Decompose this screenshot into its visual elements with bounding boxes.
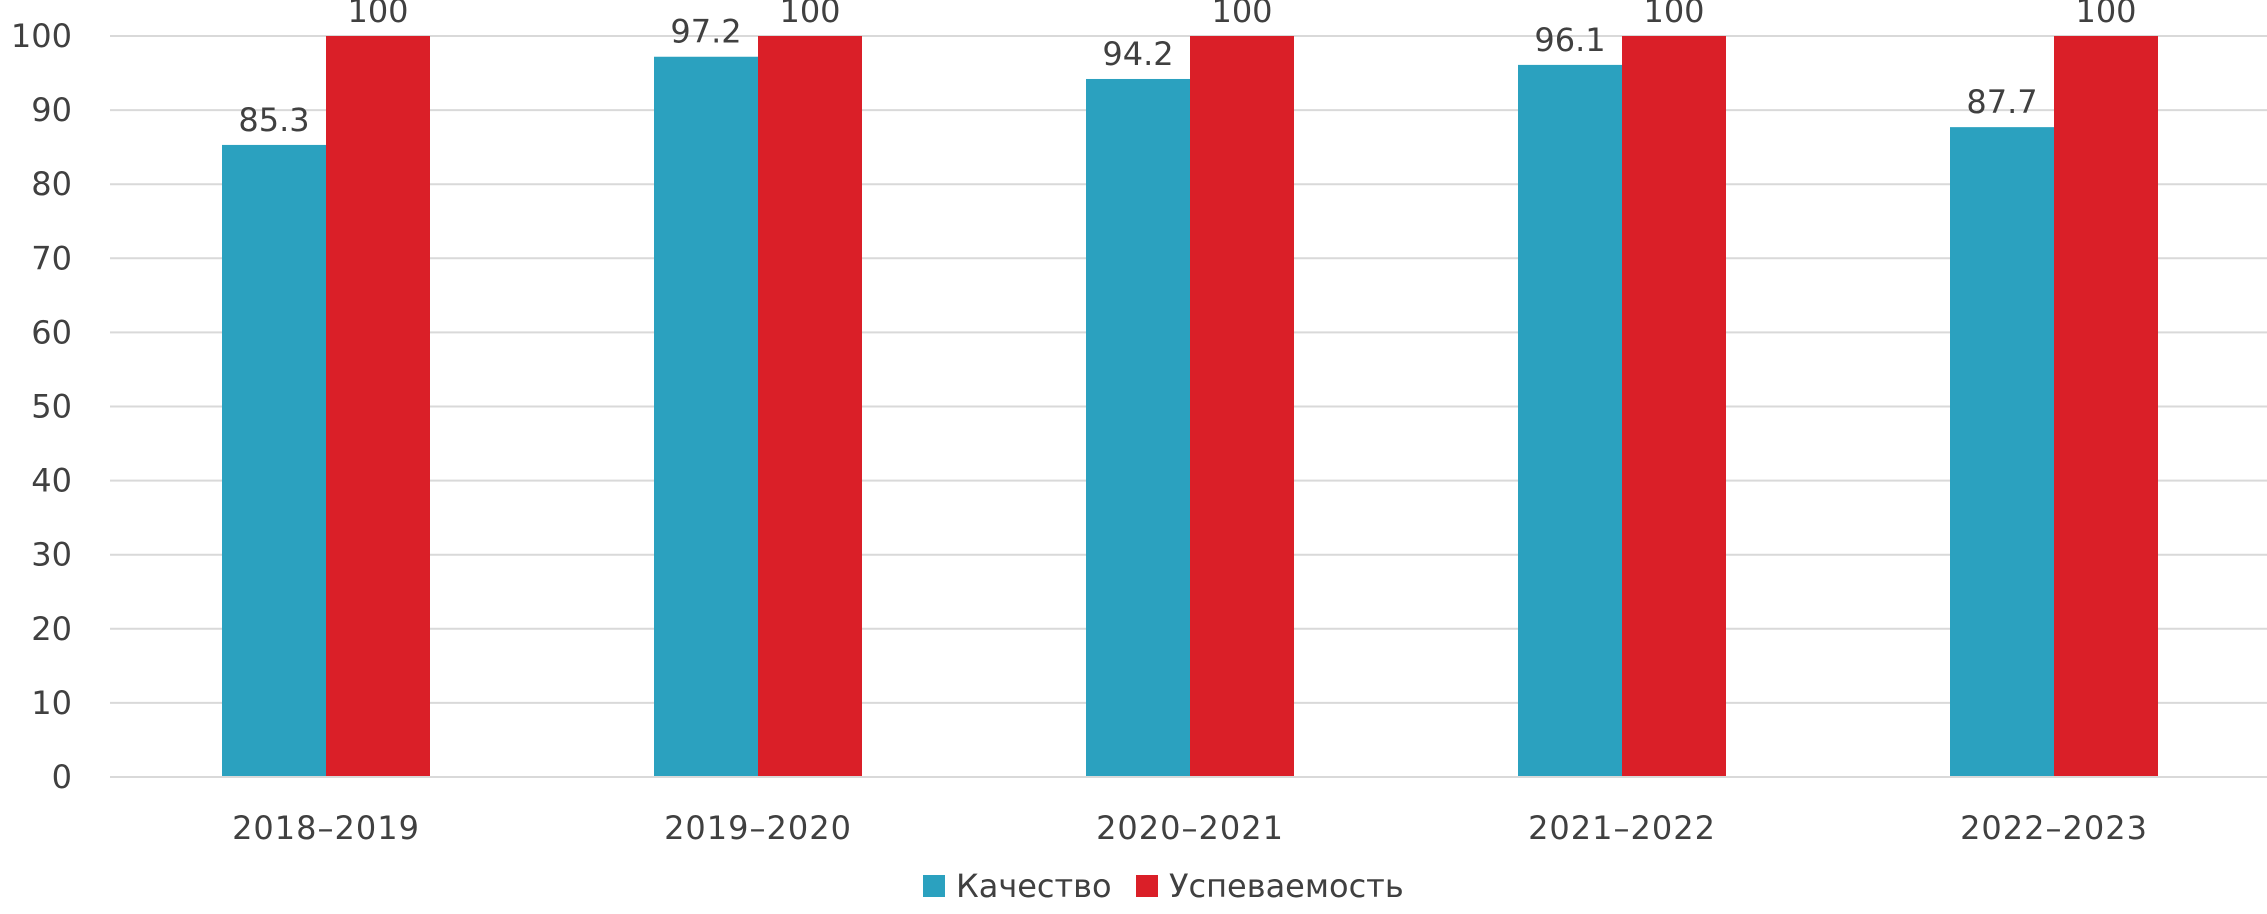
x-tick-label: 2022–2023 — [1960, 809, 2148, 847]
data-label: 100 — [1643, 0, 1704, 30]
bar-quality — [1518, 64, 1622, 778]
y-tick-label: 100 — [11, 17, 72, 55]
y-tick-label: 50 — [31, 388, 72, 426]
y-tick-label: 70 — [31, 239, 72, 277]
y-tick-label: 20 — [31, 610, 72, 648]
data-label: 100 — [347, 0, 408, 30]
data-label: 87.7 — [1966, 83, 2037, 121]
y-tick-label: 30 — [31, 536, 72, 574]
bar-performance — [758, 36, 862, 777]
legend-swatch — [1136, 875, 1158, 897]
y-axis-tick-labels: 0 10 20 30 40 50 60 70 80 90 100 — [11, 17, 72, 796]
legend-swatch — [923, 875, 945, 897]
data-label: 94.2 — [1102, 35, 1173, 73]
y-tick-label: 60 — [31, 313, 72, 351]
x-tick-label: 2018–2019 — [232, 809, 420, 847]
data-label: 100 — [2075, 0, 2136, 30]
x-tick-label: 2019–2020 — [664, 809, 852, 847]
legend-label: Качество — [956, 867, 1112, 905]
bars — [222, 36, 2158, 778]
y-tick-label: 90 — [31, 91, 72, 129]
y-tick-label: 0 — [52, 758, 72, 796]
x-tick-label: 2021–2022 — [1528, 809, 1716, 847]
y-tick-label: 10 — [31, 684, 72, 722]
bar-quality — [1086, 78, 1190, 777]
x-axis-tick-labels: 2018–2019 2019–2020 2020–2021 2021–2022 2022… — [232, 809, 2148, 847]
bar-performance — [2054, 36, 2158, 777]
bar-performance — [1622, 36, 1726, 777]
data-label: 85.3 — [238, 101, 309, 139]
bar-quality — [1950, 127, 2054, 777]
y-tick-label: 40 — [31, 462, 72, 500]
y-tick-label: 80 — [31, 165, 72, 203]
bar-performance — [326, 36, 430, 777]
data-label: 100 — [779, 0, 840, 30]
legend: Качество Успеваемость — [923, 867, 1404, 905]
data-label: 97.2 — [670, 13, 741, 51]
data-labels: 85.3 100 97.2 100 94.2 100 96.1 100 87.7 100 — [238, 0, 2136, 139]
data-label: 100 — [1211, 0, 1272, 30]
x-tick-label: 2020–2021 — [1096, 809, 1284, 847]
legend-label: Успеваемость — [1169, 867, 1404, 905]
bar-performance — [1190, 36, 1294, 777]
bar-quality — [654, 56, 758, 778]
bar-quality — [222, 144, 326, 777]
data-label: 96.1 — [1534, 21, 1605, 59]
